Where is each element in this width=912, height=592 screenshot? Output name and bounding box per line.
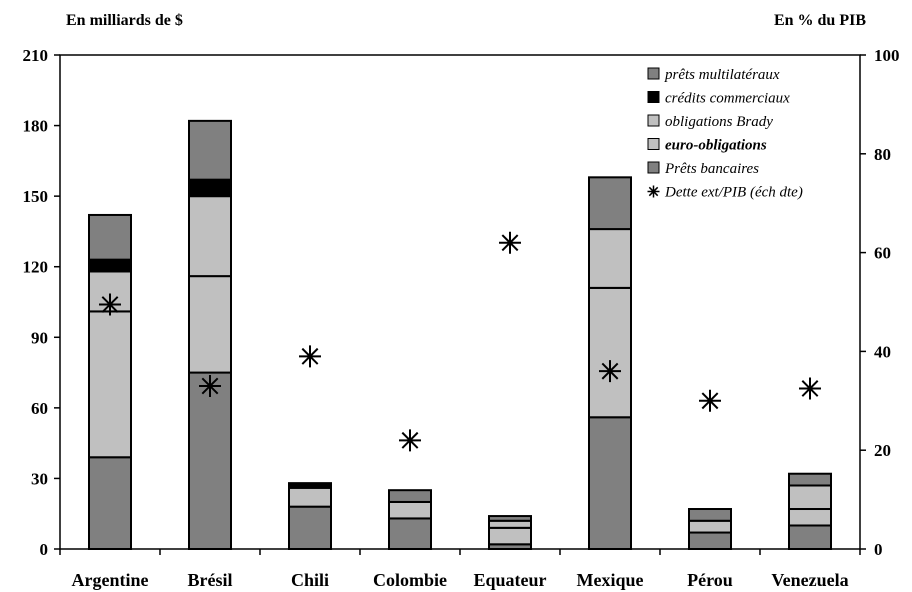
right-axis-unit-label: En % du PIB bbox=[773, 12, 866, 29]
x-tick-label-mexique: Mexique bbox=[577, 570, 644, 590]
right-tick-label-40: 40 bbox=[874, 342, 891, 361]
left-tick-label-60: 60 bbox=[31, 399, 48, 418]
x-tick-label-equateur: Equateur bbox=[473, 570, 546, 590]
bar-perou-prets-multilateraux bbox=[688, 508, 732, 522]
legend-label-prets-multilateraux: prêts multilatéraux bbox=[664, 67, 780, 83]
legend-item-euro-obligations: euro-obligations bbox=[647, 138, 767, 154]
bar-colombie-prets-bancaires bbox=[388, 517, 432, 551]
left-tick-label-30: 30 bbox=[31, 469, 48, 488]
bar-perou-euro-obligations bbox=[688, 519, 732, 534]
legend-swatch-dette-ext-pib-ech-dte bbox=[647, 185, 660, 198]
markers-layer bbox=[99, 231, 821, 452]
bar-bresil-obligations-brady bbox=[188, 195, 232, 278]
marker-bresil-dette-pib bbox=[199, 374, 221, 397]
left-tick-label-120: 120 bbox=[23, 258, 49, 277]
marker-chili-dette-pib bbox=[299, 345, 321, 368]
left-tick-label-180: 180 bbox=[23, 117, 49, 136]
left-tick-label-0: 0 bbox=[40, 540, 49, 559]
left-tick-label-90: 90 bbox=[31, 328, 48, 347]
legend-label-credits-commerciaux: crédits commerciaux bbox=[665, 91, 790, 107]
bar-mexique-prets-bancaires bbox=[588, 416, 632, 550]
bar-argentine-credits-commerciaux bbox=[88, 258, 132, 273]
axes-layer: 0 30 60 90 120 150 180 210 0 20 40 60 80 100 Argentine… bbox=[23, 46, 900, 590]
legend-label-obligations-brady: obligations Brady bbox=[665, 114, 773, 130]
bar-bresil-prets-bancaires bbox=[188, 371, 232, 551]
bar-bresil-prets-multilateraux bbox=[188, 119, 232, 181]
marker-mexique-dette-pib bbox=[599, 360, 621, 383]
legend-swatch-euro-obligations bbox=[647, 138, 660, 150]
right-tick-label-60: 60 bbox=[874, 244, 891, 263]
bar-perou-prets-bancaires bbox=[688, 531, 732, 550]
bar-argentine-prets-multilateraux bbox=[88, 213, 132, 261]
legend-swatch-prets-bancaires bbox=[647, 161, 660, 174]
legend-swatch-obligations-brady bbox=[647, 114, 660, 127]
marker-colombie-dette-pib bbox=[399, 429, 421, 452]
legend-item-dette-ext-pib-ech-dte: Dette ext/PIB (éch dte) bbox=[647, 185, 803, 201]
bar-chili-credits-commerciaux bbox=[288, 482, 332, 489]
legend-item-prets-multilateraux: prêts multilatéraux bbox=[647, 67, 780, 83]
bar-colombie-prets-multilateraux bbox=[388, 489, 432, 503]
bar-mexique-obligations-brady bbox=[588, 228, 632, 289]
marker-perou-dette-pib bbox=[699, 389, 721, 412]
legend-label-dette-ext-pib-ech-dte: Dette ext/PIB (éch dte) bbox=[664, 185, 803, 201]
bar-bresil-euro-obligations bbox=[188, 275, 232, 374]
bar-venezuela-euro-obligations bbox=[788, 508, 832, 527]
legend-swatch-credits-commerciaux bbox=[647, 91, 660, 103]
legend-swatch-prets-multilateraux bbox=[647, 67, 660, 80]
x-tick-label-perou: Pérou bbox=[687, 570, 733, 590]
left-tick-label-210: 210 bbox=[23, 46, 49, 65]
bar-venezuela-obligations-brady bbox=[788, 484, 832, 511]
legend: prêts multilatéraux crédits commerciaux ob… bbox=[647, 67, 803, 201]
bar-venezuela-prets-bancaires bbox=[788, 524, 832, 551]
marker-venezuela-dette-pib bbox=[799, 377, 821, 400]
bar-mexique-euro-obligations bbox=[588, 286, 632, 419]
marker-equateur-dette-pib bbox=[499, 231, 521, 254]
legend-item-prets-bancaires: Prêts bancaires bbox=[647, 161, 759, 177]
x-tick-label-venezuela: Venezuela bbox=[771, 570, 848, 590]
right-tick-label-80: 80 bbox=[874, 145, 891, 164]
left-axis-unit-label: En milliards de $ bbox=[66, 12, 183, 29]
legend-label-prets-bancaires: Prêts bancaires bbox=[664, 161, 759, 177]
legend-label-euro-obligations: euro-obligations bbox=[665, 138, 767, 154]
right-tick-label-0: 0 bbox=[874, 540, 883, 559]
bar-chili-prets-bancaires bbox=[288, 505, 332, 550]
bar-equateur-euro-obligations bbox=[488, 526, 532, 546]
x-tick-label-colombie: Colombie bbox=[373, 570, 447, 590]
legend-item-credits-commerciaux: crédits commerciaux bbox=[647, 91, 790, 107]
legend-item-obligations-brady: obligations Brady bbox=[647, 114, 773, 130]
bars-layer bbox=[88, 119, 832, 551]
bar-argentine-prets-bancaires bbox=[88, 456, 132, 550]
bar-bresil-credits-commerciaux bbox=[188, 178, 232, 198]
bar-equateur-obligations-brady bbox=[488, 519, 532, 529]
bar-colombie-euro-obligations bbox=[388, 500, 432, 520]
bar-mexique-prets-multilateraux bbox=[588, 176, 632, 231]
x-tick-label-bresil: Brésil bbox=[188, 570, 233, 590]
right-tick-label-100: 100 bbox=[874, 46, 900, 65]
bar-chili-obligations-brady bbox=[288, 486, 332, 508]
bar-equateur-prets-multilateraux bbox=[488, 515, 532, 522]
bar-argentine-euro-obligations bbox=[88, 310, 132, 459]
x-tick-label-chili: Chili bbox=[291, 570, 329, 590]
left-tick-label-150: 150 bbox=[23, 187, 49, 206]
marker-argentine-dette-pib bbox=[99, 293, 121, 316]
right-tick-label-20: 20 bbox=[874, 441, 891, 460]
bar-venezuela-prets-multilateraux bbox=[788, 472, 832, 487]
x-tick-label-argentine: Argentine bbox=[72, 570, 149, 590]
